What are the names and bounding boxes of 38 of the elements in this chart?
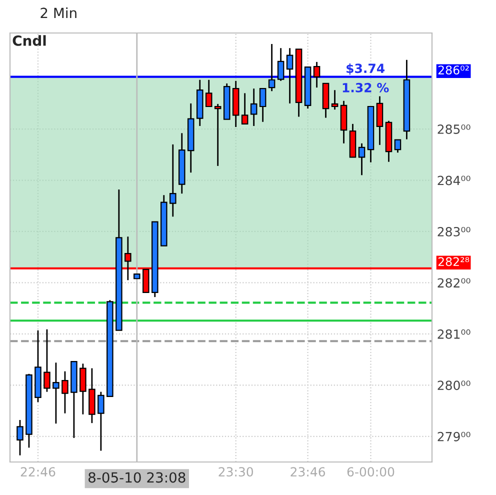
candlestick [331,89,338,110]
ref-line-label: 286⁰² [438,66,469,75]
ref-line-label: 282²⁸ [438,257,470,266]
candlestick [52,362,60,424]
candlestick [358,142,366,176]
candlestick [286,47,294,104]
candlestick [205,79,212,108]
candlestick [394,139,402,154]
ref-line-label: 8-05-10 23:08 [88,472,186,483]
annotation: Cndl [12,35,46,46]
x-tick-label: 6-00:00 [347,467,394,477]
y-tick-label: 285⁰⁰ [438,124,470,134]
y-tick-label: 280⁰⁰ [438,380,470,390]
candlestick [241,92,248,125]
x-tick-label: 23:46 [290,467,326,477]
candlestick [170,144,176,218]
candlestick [277,47,284,82]
candlestick [259,88,266,123]
annotation: $3.74 [346,63,385,75]
y-tick-label: 279⁰⁰ [438,432,470,442]
y-tick-label: 282⁰⁰ [438,278,470,288]
candlestick [80,362,86,416]
candlestick [62,370,68,414]
candlestick [250,88,258,127]
annotation: 1.32 % [342,82,389,92]
x-tick-label: 22:46 [20,467,56,477]
candlestick [376,96,384,146]
candlestick [44,328,50,393]
candlestick [16,419,24,456]
y-tick-label: 281⁰⁰ [438,329,470,339]
candlestick [268,43,276,92]
candlestick [313,61,320,88]
candlestick [214,103,222,167]
candlestick [98,391,104,452]
y-tick-label: 283⁰⁰ [438,226,470,236]
chart-title: 2 Min [40,7,76,18]
y-tick-label: 284⁰⁰ [438,176,470,186]
x-tick-label: 23:30 [218,467,254,477]
